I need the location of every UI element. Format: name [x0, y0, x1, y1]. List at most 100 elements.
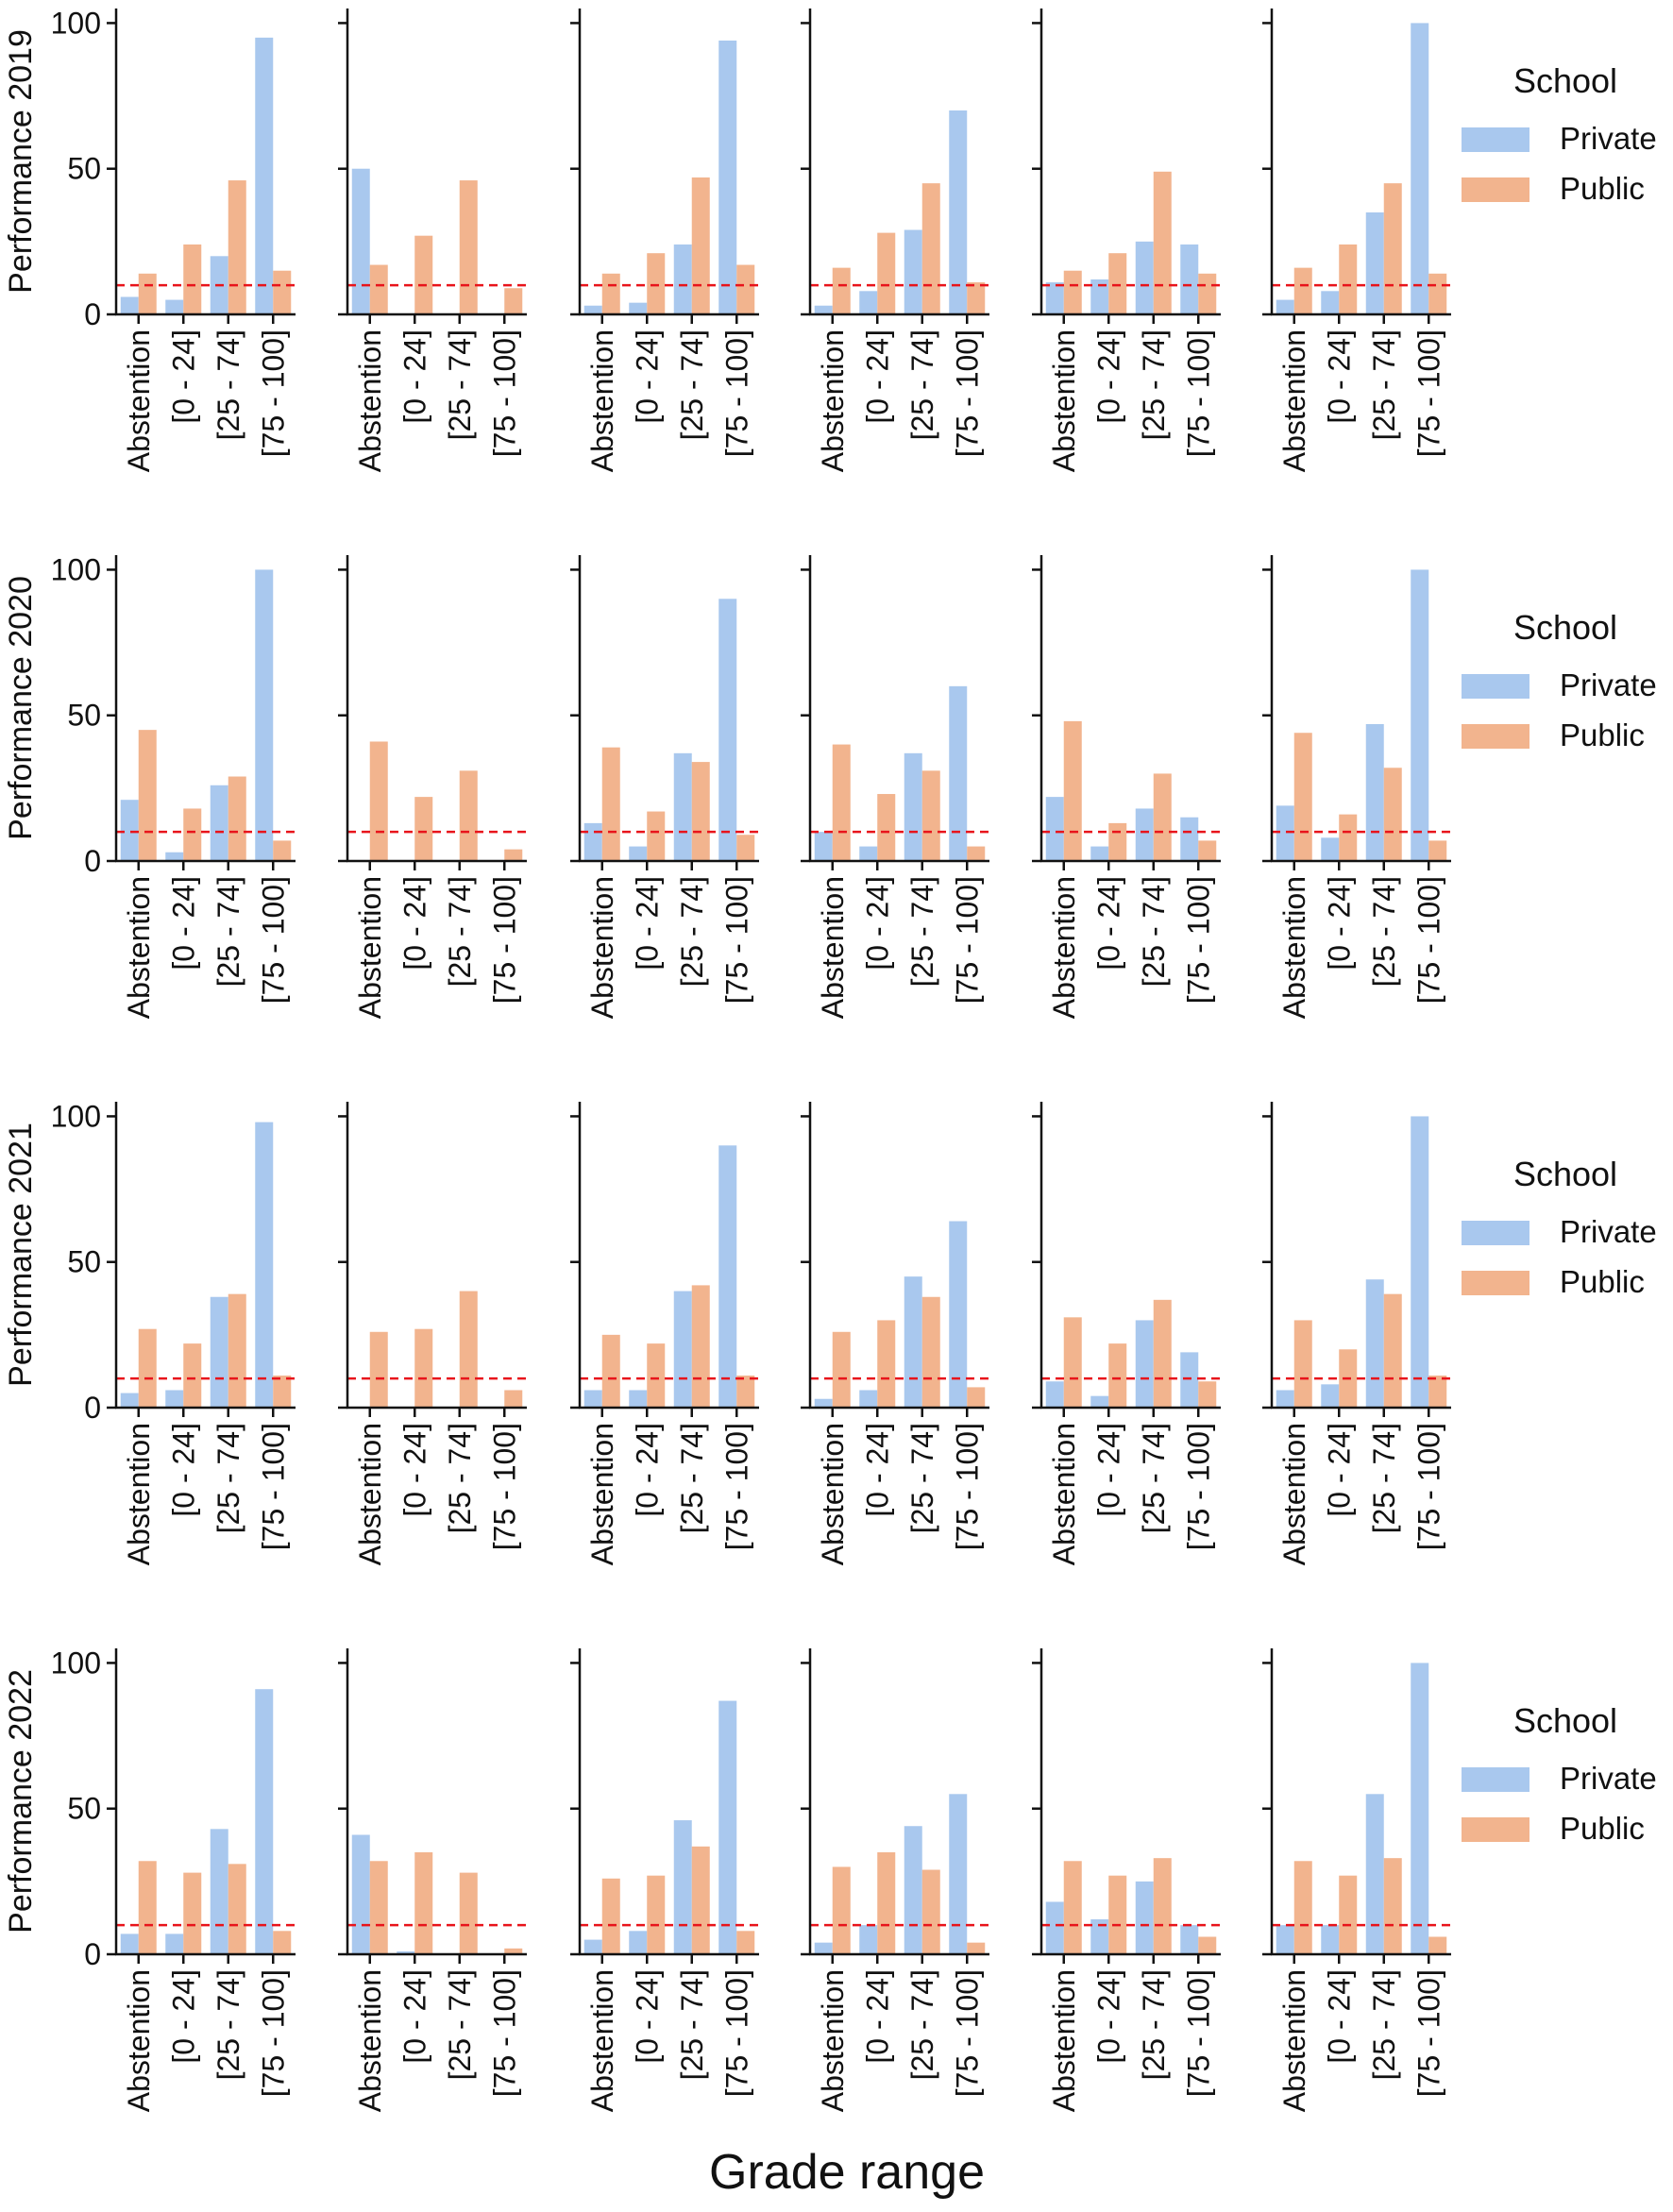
- bar-public: [647, 811, 666, 861]
- bar-private: [1321, 1925, 1340, 1954]
- legend-label-private: Private: [1560, 1761, 1657, 1796]
- x-tick-label: [75 - 100]: [1181, 329, 1215, 457]
- x-tick-label: [75 - 100]: [719, 876, 753, 1004]
- bar-private: [718, 1145, 737, 1408]
- x-tick-label: Abstention: [353, 876, 387, 1019]
- bar-private: [1135, 241, 1154, 314]
- bar-private: [1090, 1395, 1109, 1408]
- legend-label-public: Public: [1560, 718, 1645, 752]
- x-tick-label: [75 - 100]: [487, 1423, 521, 1550]
- x-tick-label: [25 - 74]: [675, 1423, 709, 1533]
- bar-public: [1108, 1875, 1127, 1954]
- panel-r2-c3: Abstention [0 - 24] [25 - 74] [75 - 100]: [570, 555, 759, 1019]
- y-tick-label: 100: [51, 1646, 101, 1680]
- y-axis-label: Performance 2019: [3, 29, 39, 294]
- bar-private: [859, 846, 878, 861]
- bar-private: [949, 1794, 968, 1954]
- bar-public: [1383, 1858, 1402, 1954]
- x-tick-label: [25 - 74]: [905, 1423, 939, 1533]
- x-tick-label: [0 - 24]: [397, 876, 431, 971]
- bar-private: [814, 1942, 833, 1954]
- legend: School Private Public: [1462, 1701, 1657, 1846]
- bar-public: [138, 1328, 157, 1408]
- bar-public: [601, 1334, 620, 1408]
- x-tick-label: [25 - 74]: [675, 329, 709, 440]
- x-tick-label: [0 - 24]: [630, 1423, 664, 1517]
- panel-r1-c5: Abstention [0 - 24] [25 - 74] [75 - 100]: [1032, 8, 1221, 472]
- bar-private: [397, 1950, 415, 1954]
- panel-r1-c1: 0 50 100 Abstention [0 - 24] [25 - 74] [75 - 1…: [51, 6, 296, 472]
- x-tick-label: [0 - 24]: [1091, 1423, 1125, 1517]
- bar-private: [629, 1931, 648, 1954]
- bar-public: [138, 1861, 157, 1954]
- legend-title: School: [1513, 608, 1617, 647]
- bar-public: [832, 267, 851, 314]
- bar-private: [1365, 1279, 1384, 1408]
- x-tick-label: [75 - 100]: [487, 329, 521, 457]
- x-tick-label: [0 - 24]: [1322, 329, 1356, 424]
- x-tick-label: [75 - 100]: [950, 329, 984, 457]
- x-tick-label: [0 - 24]: [166, 329, 200, 424]
- bar-private: [1045, 1901, 1064, 1954]
- legend-swatch-private: [1462, 674, 1529, 699]
- legend-swatch-public: [1462, 177, 1529, 202]
- bar-public: [691, 177, 710, 314]
- x-tick-label: [0 - 24]: [1322, 1969, 1356, 2064]
- x-tick-label: [75 - 100]: [950, 1969, 984, 2097]
- panel-r3-c1: 0 50 100 Abstention [0 - 24] [25 - 74] [75 - 1…: [51, 1099, 296, 1565]
- legend: School Private Public: [1462, 61, 1657, 206]
- bar-public: [273, 1931, 292, 1954]
- x-tick-label: [75 - 100]: [1411, 329, 1445, 457]
- bar-private: [949, 110, 968, 314]
- panel-r2-c6: Abstention [0 - 24] [25 - 74] [75 - 100]: [1262, 555, 1451, 1019]
- bar-public: [647, 1343, 666, 1408]
- legend-label-public: Public: [1560, 1264, 1645, 1299]
- x-tick-label: [25 - 74]: [1137, 876, 1171, 987]
- bar-public: [369, 264, 388, 314]
- bar-public: [877, 794, 896, 861]
- x-tick-label: [25 - 74]: [905, 1969, 939, 2080]
- x-tick-label: [25 - 74]: [675, 1969, 709, 2080]
- legend-swatch-private: [1462, 1221, 1529, 1245]
- bar-private: [814, 1398, 833, 1408]
- x-tick-label: Abstention: [353, 1423, 387, 1565]
- bar-private: [1321, 837, 1340, 861]
- bar-private: [859, 1390, 878, 1408]
- x-tick-label: Abstention: [1047, 876, 1081, 1019]
- bar-public: [369, 1861, 388, 1954]
- bar-public: [1198, 1381, 1217, 1408]
- x-tick-label: [25 - 74]: [211, 329, 245, 440]
- x-tick-label: [75 - 100]: [1181, 1969, 1215, 2097]
- x-tick-label: [75 - 100]: [487, 1969, 521, 2097]
- y-tick-label: 50: [67, 152, 101, 186]
- x-tick-label: [0 - 24]: [860, 876, 894, 971]
- bar-public: [183, 808, 202, 861]
- x-tick-label: [25 - 74]: [211, 1969, 245, 2080]
- x-tick-label: [25 - 74]: [211, 1423, 245, 1533]
- x-tick-label: [25 - 74]: [443, 329, 477, 440]
- x-tick-label: Abstention: [816, 329, 850, 472]
- x-tick-label: [25 - 74]: [905, 876, 939, 987]
- bar-private: [859, 291, 878, 314]
- x-tick-label: [25 - 74]: [1137, 1969, 1171, 2080]
- x-tick-label: Abstention: [1277, 876, 1311, 1019]
- x-tick-label: [0 - 24]: [860, 1969, 894, 2064]
- facet-row-2: Performance 2020 0 50 100 Abstention [0 - 24]…: [3, 552, 1657, 1019]
- bar-public: [1383, 1293, 1402, 1408]
- bar-private: [120, 1933, 139, 1954]
- bar-public: [228, 180, 246, 314]
- bar-private: [629, 302, 648, 314]
- bar-public: [1108, 253, 1127, 314]
- x-tick-label: [0 - 24]: [397, 1969, 431, 2064]
- legend-swatch-private: [1462, 1767, 1529, 1792]
- bar-public: [877, 232, 896, 314]
- bar-private: [718, 40, 737, 314]
- bar-public: [414, 1328, 433, 1408]
- x-tick-label: Abstention: [816, 876, 850, 1019]
- bar-public: [459, 1291, 478, 1408]
- panel-r2-c1: 0 50 100 Abstention [0 - 24] [25 - 74] [75 - 1…: [51, 552, 296, 1019]
- bar-public: [1383, 768, 1402, 861]
- x-tick-label: [0 - 24]: [630, 1969, 664, 2064]
- bar-public: [832, 1866, 851, 1954]
- x-tick-label: Abstention: [585, 1969, 619, 2112]
